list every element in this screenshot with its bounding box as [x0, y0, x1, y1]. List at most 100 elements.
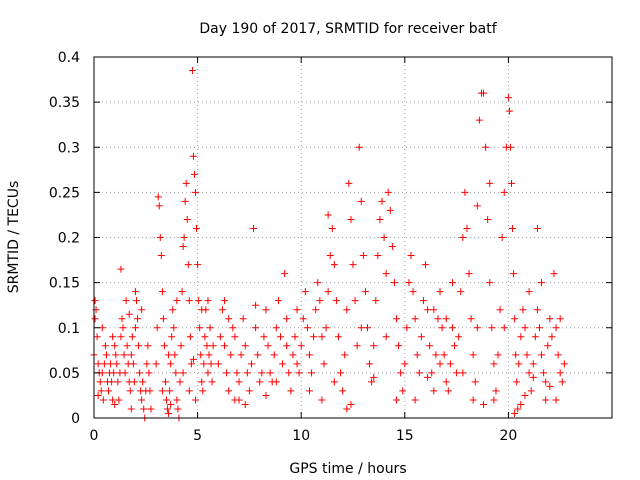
- data-point: [154, 193, 162, 201]
- data-point: [235, 378, 243, 386]
- data-point: [308, 369, 316, 377]
- data-point: [158, 288, 166, 296]
- data-point: [386, 206, 394, 214]
- data-point: [109, 333, 117, 341]
- data-point: [131, 324, 139, 332]
- data-points: [90, 67, 568, 422]
- data-point: [405, 279, 413, 287]
- data-point: [190, 170, 198, 178]
- data-point: [436, 288, 444, 296]
- data-point: [97, 387, 105, 395]
- data-point: [208, 378, 216, 386]
- data-point: [293, 360, 301, 368]
- data-point: [411, 315, 419, 323]
- data-point: [109, 396, 117, 404]
- data-point: [521, 391, 529, 399]
- data-point: [345, 179, 353, 187]
- data-point: [411, 396, 419, 404]
- data-point: [254, 351, 262, 359]
- data-point: [262, 306, 270, 314]
- data-point: [457, 288, 465, 296]
- data-point: [382, 333, 390, 341]
- data-point: [112, 351, 120, 359]
- data-point: [135, 342, 143, 350]
- data-point: [235, 396, 243, 404]
- data-point: [347, 400, 355, 408]
- data-point: [128, 333, 136, 341]
- data-point: [100, 360, 108, 368]
- data-point: [209, 342, 217, 350]
- data-point: [486, 279, 494, 287]
- data-point: [225, 387, 233, 395]
- data-point: [195, 297, 203, 305]
- data-point: [184, 261, 192, 269]
- data-point: [393, 396, 401, 404]
- data-point: [120, 351, 128, 359]
- data-point: [395, 342, 403, 350]
- data-point: [370, 342, 378, 350]
- data-point: [117, 333, 125, 341]
- data-point: [473, 324, 481, 332]
- data-point: [245, 387, 253, 395]
- y-tick-label: 0.25: [49, 185, 80, 201]
- data-point: [204, 297, 212, 305]
- data-point: [448, 279, 456, 287]
- data-point: [556, 315, 564, 323]
- data-point: [413, 351, 421, 359]
- data-point: [417, 333, 425, 341]
- data-point: [182, 179, 190, 187]
- data-point: [357, 197, 365, 205]
- data-point: [291, 333, 299, 341]
- data-point: [111, 400, 119, 408]
- data-point: [153, 324, 161, 332]
- data-point: [179, 369, 187, 377]
- data-point: [465, 270, 473, 278]
- data-point: [504, 94, 512, 102]
- y-tick-label: 0: [71, 411, 80, 427]
- data-point: [199, 387, 207, 395]
- data-point: [173, 396, 181, 404]
- data-point: [446, 360, 454, 368]
- data-point: [274, 297, 282, 305]
- data-point: [239, 315, 247, 323]
- data-point: [388, 243, 396, 251]
- y-tick-label: 0.05: [49, 366, 80, 382]
- data-point: [185, 387, 193, 395]
- data-point: [318, 396, 326, 404]
- data-point: [326, 252, 334, 260]
- data-point: [139, 378, 147, 386]
- data-point: [542, 378, 550, 386]
- data-point: [374, 252, 382, 260]
- data-point: [514, 405, 522, 413]
- data-point: [231, 333, 239, 341]
- data-point: [419, 297, 427, 305]
- data-point: [196, 324, 204, 332]
- data-point: [552, 324, 560, 332]
- data-point: [515, 360, 523, 368]
- data-point: [204, 369, 212, 377]
- data-point: [157, 252, 165, 260]
- data-point: [94, 391, 102, 399]
- data-point: [125, 310, 133, 318]
- data-point: [285, 369, 293, 377]
- data-point: [287, 387, 295, 395]
- data-point: [527, 387, 535, 395]
- data-point: [165, 351, 173, 359]
- data-point: [538, 351, 546, 359]
- data-point: [166, 387, 174, 395]
- data-point: [165, 409, 173, 417]
- data-point: [129, 360, 137, 368]
- data-point: [225, 315, 233, 323]
- data-point: [324, 288, 332, 296]
- data-point: [123, 342, 131, 350]
- data-point: [203, 342, 211, 350]
- data-point: [376, 215, 384, 223]
- data-point: [301, 288, 309, 296]
- data-point: [517, 400, 525, 408]
- x-tick-label: 20: [499, 428, 517, 444]
- data-point: [200, 360, 208, 368]
- data-point: [511, 315, 519, 323]
- data-point: [422, 261, 430, 269]
- data-point: [517, 333, 525, 341]
- data-point: [505, 107, 513, 115]
